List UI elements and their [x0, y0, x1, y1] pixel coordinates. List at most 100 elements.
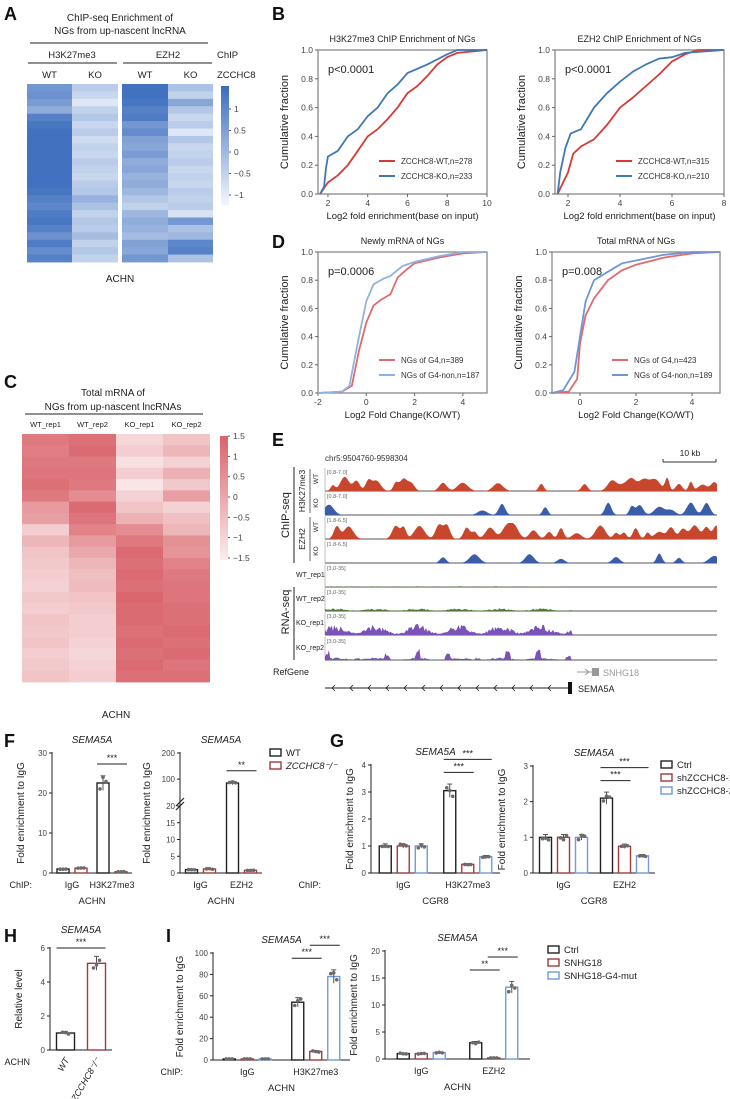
track-range-label: [1.8-6.5] — [327, 542, 348, 548]
column-label: KO — [88, 70, 102, 81]
y-tick-label: 0.0 — [535, 388, 547, 398]
y-tick-label: 0 — [362, 869, 367, 878]
x-tick-label: 4 — [618, 198, 623, 208]
heatmap-cell — [122, 113, 168, 122]
data-point — [380, 844, 385, 849]
y-axis-label: Fold enrichment to IgG — [497, 768, 508, 870]
data-point — [192, 867, 197, 872]
strand-arrow-icon — [349, 684, 354, 692]
legend-swatch — [269, 761, 282, 770]
data-point — [98, 787, 102, 791]
heatmap-cell — [69, 648, 116, 660]
heatmap-cell — [122, 91, 168, 100]
significance-label: *** — [610, 770, 621, 780]
strand-arrow-icon — [367, 684, 372, 692]
data-point — [227, 1057, 232, 1061]
data-point — [506, 989, 511, 994]
data-point — [398, 1051, 403, 1056]
y-tick-label: 2 — [41, 1012, 46, 1021]
track-label: WT — [313, 522, 320, 532]
strand-arrow-icon — [385, 684, 390, 692]
y-tick-label: 0.8 — [535, 275, 547, 285]
heatmap-cell — [27, 247, 72, 255]
y-tick-label: 80 — [199, 970, 208, 979]
data-point — [328, 971, 333, 976]
legend-label: ZCCHC8-KO,n=233 — [401, 172, 473, 181]
heatmap-cell — [27, 106, 72, 115]
track-label: KO_rep2 — [296, 645, 324, 652]
heatmap-cell — [116, 569, 163, 581]
heatmap-cell — [72, 254, 118, 263]
heatmap-cell — [27, 210, 72, 218]
y-tick-label: 0.2 — [535, 360, 547, 370]
heatmap-cell — [22, 603, 69, 615]
heatmap-cell — [116, 490, 163, 503]
legend-swatch — [547, 958, 560, 967]
category-label: EZH2 — [613, 880, 636, 890]
x-tick-label: 0 — [364, 397, 369, 407]
heatmap-cell — [22, 558, 69, 570]
heatmap-cell — [72, 195, 118, 204]
column-label: WT — [42, 70, 57, 81]
legend-label: WT — [286, 748, 301, 759]
colorbar-tick-label: 1.5 — [233, 431, 245, 441]
y-tick-label: 0.8 — [301, 275, 313, 285]
data-point — [437, 1050, 442, 1055]
heatmap-title: Total mRNA of — [81, 388, 145, 399]
data-point — [619, 844, 624, 849]
y-tick-label: 20 — [166, 802, 175, 811]
data-point — [313, 1049, 318, 1054]
heatmap-cell — [27, 173, 72, 181]
cdf-line — [317, 251, 487, 394]
heatmap-cell — [168, 239, 213, 248]
bar — [86, 962, 107, 1051]
panel-label: D — [272, 232, 285, 252]
y-tick-label: 5 — [376, 1028, 381, 1037]
data-point — [401, 842, 406, 847]
heatmap-cell — [168, 254, 213, 263]
heatmap-cell — [22, 648, 69, 660]
strand-arrow-icon — [511, 684, 516, 692]
y-tick-label: 1.0 — [301, 45, 313, 55]
column-axis-label: ZCCHC8 — [217, 70, 256, 81]
heatmap-cell — [122, 121, 168, 129]
heatmap-cell — [22, 501, 69, 514]
y-tick-label: 100 — [195, 949, 209, 958]
heatmap-cell — [122, 106, 168, 115]
data-point — [245, 868, 250, 873]
data-point — [643, 854, 648, 859]
refgene-label: RefGene — [273, 667, 309, 677]
track-range-label: [0.8-7.0] — [327, 470, 348, 476]
bar — [55, 1032, 76, 1051]
heatmap-cell — [122, 165, 168, 174]
data-point — [444, 786, 449, 790]
heatmap-cell — [163, 591, 210, 604]
heatmap-cell — [72, 232, 118, 241]
data-point — [233, 780, 238, 785]
heatmap-cell — [116, 467, 163, 480]
significance-label: *** — [107, 753, 118, 763]
heatmap-xlabel: ACHN — [102, 710, 130, 721]
y-axis-label: Fold enrichment to IgG — [142, 762, 153, 864]
colorbar — [220, 436, 228, 560]
track-group-label: H3K27me3 — [297, 469, 307, 512]
bar — [396, 845, 410, 874]
colorbar-tick-label: 1 — [234, 104, 239, 114]
data-point — [540, 836, 545, 841]
y-tick-label: 0.6 — [535, 303, 547, 313]
legend-label: Ctrl — [564, 945, 579, 956]
colorbar-tick-label: 0.5 — [234, 126, 246, 136]
heatmap-cell — [27, 84, 72, 92]
legend-swatch — [660, 786, 673, 795]
heatmap-cell — [72, 121, 118, 129]
y-tick-label: 0.0 — [538, 189, 550, 199]
data-point — [483, 855, 488, 859]
heatmap-cell — [72, 98, 118, 107]
heatmap-cell — [122, 247, 168, 255]
y-tick-label: 3 — [362, 788, 367, 797]
plot-title: SEMA5A — [415, 747, 456, 758]
heatmap-cell — [22, 535, 69, 548]
x-axis-label: Log2 Fold Change(KO/WT) — [345, 410, 461, 421]
plot-title: SEMA5A — [437, 933, 478, 944]
